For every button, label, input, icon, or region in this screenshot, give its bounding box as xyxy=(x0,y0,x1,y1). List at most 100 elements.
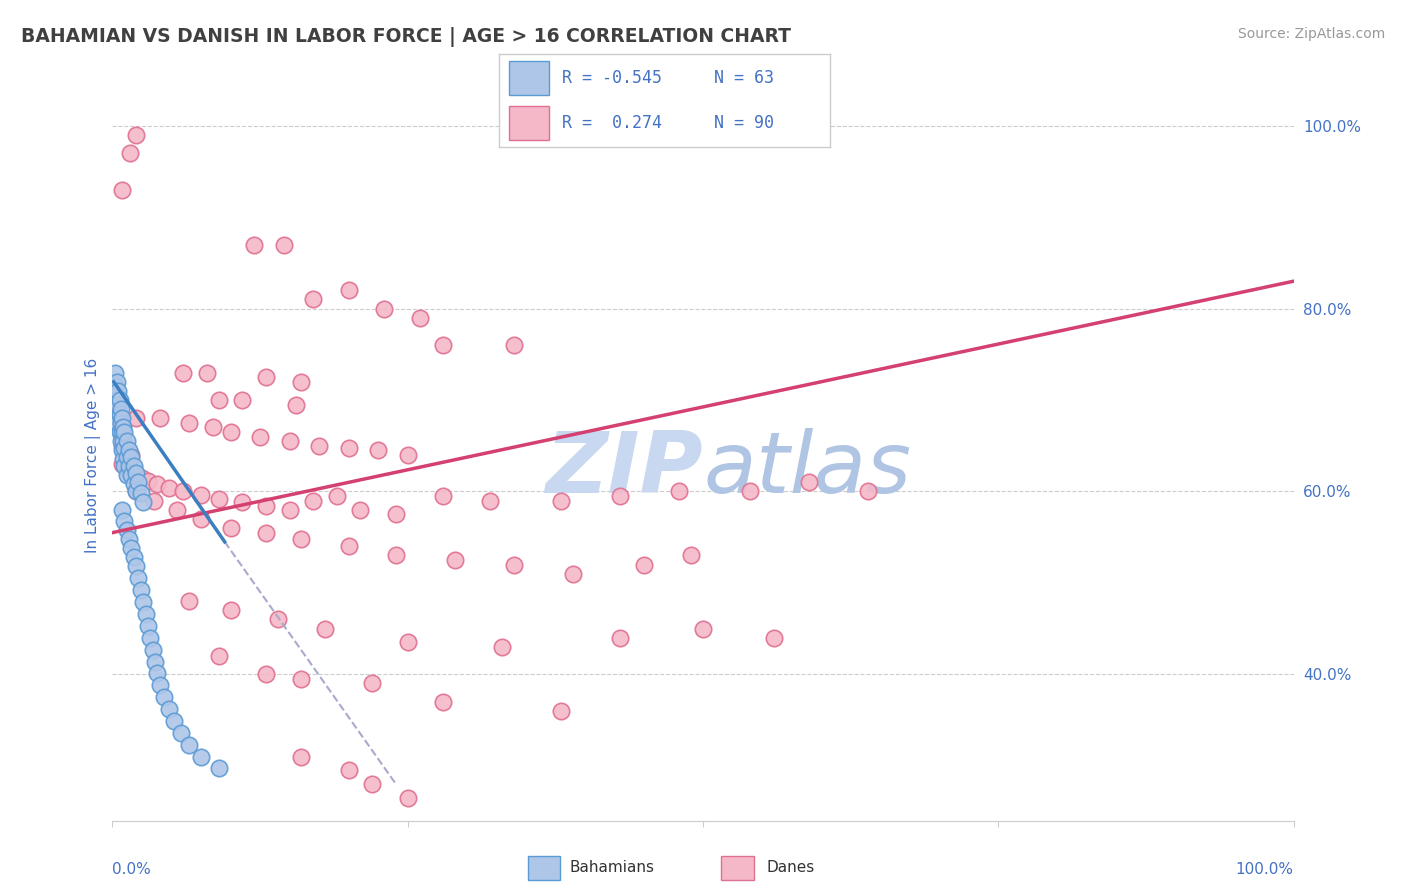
Point xyxy=(367,443,389,458)
Point xyxy=(290,375,312,389)
Point xyxy=(111,503,134,517)
Point xyxy=(125,484,148,499)
Point xyxy=(201,420,224,434)
Point xyxy=(284,398,307,412)
Point xyxy=(132,595,155,609)
Point xyxy=(326,489,349,503)
Text: ZIP: ZIP xyxy=(546,428,703,511)
Point xyxy=(385,549,408,563)
Point xyxy=(166,503,188,517)
Point xyxy=(195,366,218,380)
Text: BAHAMIAN VS DANISH IN LABOR FORCE | AGE > 16 CORRELATION CHART: BAHAMIAN VS DANISH IN LABOR FORCE | AGE … xyxy=(21,27,792,46)
Point xyxy=(337,441,360,455)
Point xyxy=(122,550,145,565)
Point xyxy=(361,676,384,690)
Point xyxy=(146,666,169,681)
Point xyxy=(550,493,572,508)
Point xyxy=(120,450,142,464)
Point xyxy=(120,541,142,556)
Point xyxy=(799,475,821,490)
Point xyxy=(385,508,408,522)
Point xyxy=(111,443,134,458)
Point xyxy=(208,393,231,408)
Point xyxy=(108,407,131,421)
Point xyxy=(396,635,419,649)
Point xyxy=(111,411,134,425)
Point xyxy=(290,672,312,686)
Point xyxy=(153,690,176,705)
Point xyxy=(432,489,454,503)
Point xyxy=(190,488,212,502)
Point xyxy=(136,619,159,633)
Point xyxy=(131,471,153,485)
Point xyxy=(110,416,132,430)
Text: R = -0.545: R = -0.545 xyxy=(562,69,662,87)
Point xyxy=(143,655,166,669)
Point xyxy=(740,484,762,499)
Point xyxy=(254,525,277,540)
FancyBboxPatch shape xyxy=(527,856,561,880)
Point xyxy=(172,484,194,499)
Point xyxy=(129,486,152,500)
Point xyxy=(110,434,132,449)
Point xyxy=(219,425,242,439)
Point xyxy=(208,761,231,775)
Point xyxy=(112,441,135,455)
Point xyxy=(668,484,690,499)
Point xyxy=(373,301,395,316)
Point xyxy=(302,493,325,508)
Point xyxy=(503,558,526,572)
Point xyxy=(115,434,138,449)
Point xyxy=(208,491,231,506)
Point xyxy=(254,499,277,513)
Text: R =  0.274: R = 0.274 xyxy=(562,114,662,132)
Point xyxy=(142,642,165,657)
Point xyxy=(125,411,148,425)
Point xyxy=(139,631,162,645)
Point xyxy=(105,398,128,412)
Point xyxy=(179,594,201,608)
Point xyxy=(762,631,785,645)
Point xyxy=(681,549,703,563)
Text: 0.0%: 0.0% xyxy=(112,863,152,877)
Point xyxy=(308,439,330,453)
Point xyxy=(111,183,134,197)
Point xyxy=(104,366,127,380)
Point xyxy=(231,393,253,408)
Point xyxy=(249,430,271,444)
Point xyxy=(111,439,134,453)
Point xyxy=(302,293,325,307)
Point xyxy=(396,448,419,462)
Point xyxy=(290,532,312,546)
Point xyxy=(120,468,142,483)
Point xyxy=(190,512,212,526)
Point xyxy=(278,503,301,517)
Point xyxy=(692,622,714,636)
Point xyxy=(115,468,138,483)
Point xyxy=(562,566,585,581)
Point xyxy=(125,468,148,483)
Point xyxy=(107,398,129,412)
Point xyxy=(112,425,135,439)
Point xyxy=(396,790,419,805)
Point xyxy=(107,384,129,398)
Point xyxy=(219,603,242,617)
Point xyxy=(408,310,430,325)
Point xyxy=(111,425,134,439)
Point xyxy=(118,443,141,458)
Point xyxy=(444,553,467,567)
Point xyxy=(179,416,201,430)
Point xyxy=(112,452,135,467)
Point xyxy=(479,493,502,508)
Point xyxy=(112,420,135,434)
Point xyxy=(858,484,880,499)
Point xyxy=(208,649,231,664)
Point xyxy=(120,466,142,480)
Point xyxy=(337,764,360,778)
Point xyxy=(290,749,312,764)
Point xyxy=(118,532,141,546)
Point xyxy=(273,237,295,252)
Point xyxy=(243,237,266,252)
Text: 100.0%: 100.0% xyxy=(1236,863,1294,877)
Point xyxy=(633,558,655,572)
